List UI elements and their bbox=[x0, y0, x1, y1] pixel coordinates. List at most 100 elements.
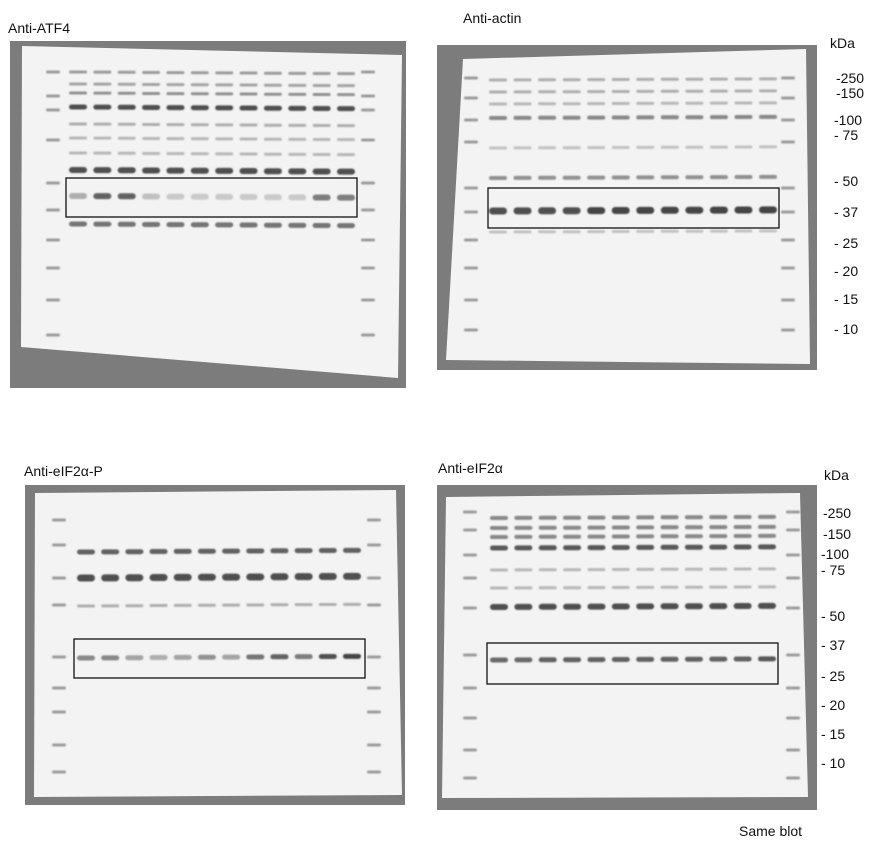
protein-band bbox=[117, 167, 136, 174]
protein-band bbox=[562, 78, 581, 82]
protein-band bbox=[733, 525, 752, 529]
protein-band bbox=[490, 586, 508, 590]
protein-band bbox=[489, 78, 507, 82]
protein-band bbox=[660, 525, 679, 530]
protein-band bbox=[734, 115, 753, 119]
protein-band bbox=[239, 83, 258, 87]
protein-band bbox=[538, 525, 557, 530]
boxed-band bbox=[513, 207, 532, 215]
protein-band bbox=[93, 104, 112, 110]
protein-band bbox=[587, 586, 606, 590]
protein-band bbox=[239, 71, 258, 75]
protein-band bbox=[538, 115, 557, 120]
protein-band bbox=[69, 221, 87, 227]
protein-band bbox=[166, 92, 185, 96]
ladder-band bbox=[786, 686, 800, 690]
protein-band bbox=[734, 101, 753, 105]
protein-band bbox=[117, 136, 136, 140]
boxed-band bbox=[142, 193, 161, 200]
ladder-band bbox=[781, 140, 795, 144]
membrane bbox=[34, 490, 402, 797]
panel-title-eif2a: Anti-eIF2α bbox=[438, 460, 503, 476]
ladder-band bbox=[361, 138, 375, 142]
protein-band bbox=[538, 586, 557, 590]
protein-band bbox=[239, 152, 258, 156]
boxed-band bbox=[538, 207, 557, 215]
boxed-band bbox=[587, 207, 606, 215]
protein-band bbox=[563, 545, 582, 551]
protein-band bbox=[149, 604, 168, 608]
protein-band bbox=[288, 222, 307, 228]
protein-band bbox=[101, 604, 120, 608]
ladder-band bbox=[46, 181, 60, 185]
protein-band bbox=[489, 90, 507, 94]
protein-band bbox=[611, 175, 630, 180]
boxed-band bbox=[93, 193, 112, 200]
boxed-band bbox=[197, 654, 216, 660]
ladder-band bbox=[464, 186, 478, 190]
protein-band bbox=[197, 603, 216, 607]
protein-band bbox=[69, 167, 87, 173]
mw-marker: - 75 bbox=[821, 562, 846, 578]
protein-band bbox=[312, 84, 331, 87]
protein-band bbox=[660, 515, 679, 520]
protein-band bbox=[660, 101, 679, 105]
ladder-band bbox=[367, 770, 381, 774]
protein-band bbox=[337, 72, 355, 76]
protein-band bbox=[263, 83, 282, 87]
protein-band bbox=[270, 603, 289, 607]
protein-band bbox=[636, 525, 655, 530]
protein-band bbox=[343, 602, 361, 606]
protein-band bbox=[489, 230, 507, 234]
protein-band bbox=[587, 230, 606, 234]
mw-marker: -100 bbox=[821, 546, 850, 562]
boxed-band bbox=[246, 654, 265, 660]
ladder-band bbox=[463, 606, 477, 610]
protein-band bbox=[263, 152, 282, 156]
ladder-band bbox=[786, 606, 800, 610]
ladder-band bbox=[781, 210, 795, 214]
protein-band bbox=[587, 603, 606, 610]
protein-band bbox=[312, 223, 331, 228]
protein-band bbox=[489, 146, 507, 150]
protein-band bbox=[263, 123, 282, 127]
protein-band bbox=[77, 574, 95, 582]
protein-band bbox=[733, 585, 752, 589]
protein-band bbox=[685, 77, 704, 81]
protein-band bbox=[294, 573, 313, 581]
protein-band bbox=[758, 585, 776, 589]
protein-band bbox=[636, 229, 655, 233]
protein-band bbox=[709, 603, 728, 610]
protein-band bbox=[759, 174, 777, 179]
mw-marker: -250 bbox=[823, 505, 852, 521]
protein-band bbox=[685, 89, 704, 93]
ladder-band bbox=[464, 96, 478, 100]
mw-marker: - 25 bbox=[834, 235, 859, 251]
ladder-band bbox=[52, 655, 66, 659]
protein-band bbox=[117, 82, 136, 86]
protein-band bbox=[660, 115, 679, 120]
protein-band bbox=[288, 123, 307, 127]
protein-band bbox=[337, 124, 355, 128]
protein-band bbox=[337, 138, 355, 142]
protein-band bbox=[759, 114, 777, 119]
protein-band bbox=[490, 535, 508, 539]
blot-panel-atf4 bbox=[10, 41, 406, 388]
boxed-band bbox=[490, 657, 508, 663]
protein-band bbox=[239, 222, 258, 228]
protein-band bbox=[660, 77, 679, 81]
boxed-band bbox=[101, 655, 120, 661]
protein-band bbox=[563, 586, 582, 590]
boxed-region bbox=[73, 638, 366, 679]
protein-band bbox=[318, 603, 337, 606]
protein-band bbox=[166, 83, 185, 87]
ladder-band bbox=[464, 140, 478, 144]
ladder-band bbox=[367, 543, 381, 547]
protein-band bbox=[337, 84, 355, 88]
protein-band bbox=[343, 572, 361, 580]
protein-band bbox=[263, 222, 282, 228]
protein-band bbox=[758, 567, 776, 571]
protein-band bbox=[215, 152, 234, 156]
protein-band bbox=[562, 230, 581, 234]
